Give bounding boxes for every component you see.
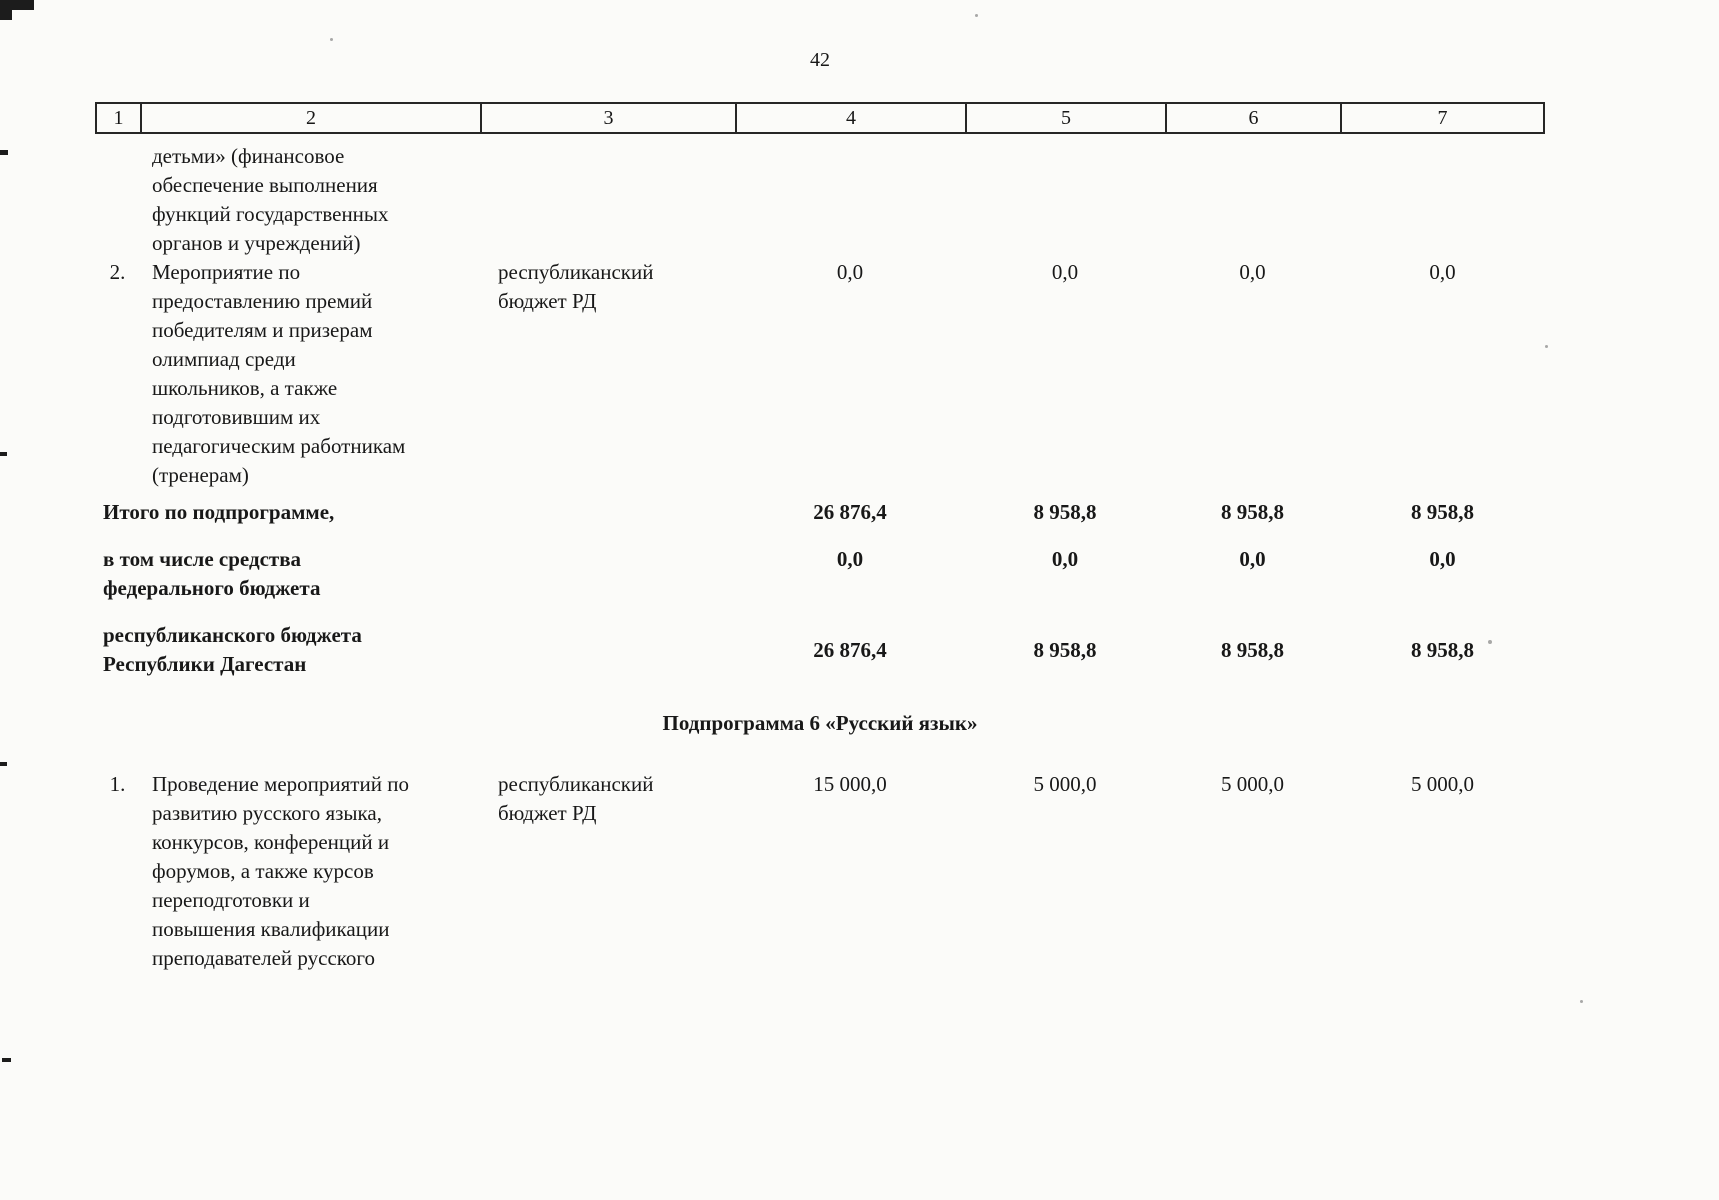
amount-cell: 15 000,0 [813,772,887,796]
amount-cell: 0,0 [1429,547,1456,571]
amount-cell: 8 958,8 [1221,637,1284,662]
header-cell-6: 6 [1167,104,1342,132]
scan-speck [975,14,978,17]
amount-cell: 5 000,0 [1221,772,1284,796]
funding-source: республиканский бюджет РД [498,772,654,825]
scan-speck [1545,345,1548,348]
row-number: 2. [109,260,126,284]
table-body: детьми» (финансовое обеспечение выполнен… [95,142,1545,973]
header-cell-4: 4 [737,104,967,132]
activity-name: детьми» (финансовое обеспечение выполнен… [152,144,389,255]
amount-cell: 0,0 [836,260,864,284]
amount-cell: 0,0 [1429,260,1456,284]
scan-speck [330,38,333,41]
header-cell-5: 5 [967,104,1167,132]
total-label: республиканского бюджета Республики Даге… [103,623,362,676]
scan-artifact [0,6,12,20]
scan-artifact [0,762,7,766]
table-row-item: 2. Мероприятие по предоставлению премий … [95,258,1545,490]
amount-cell: 8 958,8 [1221,500,1284,524]
scan-artifact [2,1058,11,1062]
row-number: 1. [109,772,126,796]
scan-artifact [0,452,7,456]
table-row-total: Итого по подпрограмме, 26 876,4 8 958,8 … [95,498,1545,527]
amount-cell: 0,0 [836,547,864,571]
amount-cell: 5 000,0 [1033,772,1097,796]
table-row-total: в том числе средства федерального бюджет… [95,545,1545,603]
amount-cell: 0,0 [1051,547,1079,571]
amount-cell: 8 958,8 [1033,500,1097,524]
funding-source: республиканский бюджет РД [498,260,654,313]
header-cell-1: 1 [97,104,142,132]
total-label: Итого по подпрограмме, [103,500,335,524]
amount-cell: 0,0 [1239,260,1266,284]
table-row-total: республиканского бюджета Республики Даге… [95,621,1545,679]
scan-artifact [0,0,34,10]
amount-cell: 5 000,0 [1411,772,1474,796]
scan-speck [1488,640,1492,644]
amount-cell: 8 958,8 [1411,500,1474,524]
activity-name: Мероприятие по предоставлению премий поб… [152,260,406,487]
header-cell-7: 7 [1437,107,1448,129]
table-header-row: 1 2 3 4 5 6 7 [95,102,1545,134]
amount-cell: 26 876,4 [813,500,887,524]
total-label: в том числе средства федерального бюджет… [103,547,321,600]
amount-cell: 0,0 [1239,547,1266,571]
activity-name: Проведение мероприятий по развитию русск… [152,772,409,970]
amount-cell: 8 958,8 [1411,637,1474,662]
amount-cell: 0,0 [1051,260,1079,284]
table-row-continuation: детьми» (финансовое обеспечение выполнен… [95,142,1545,258]
table-row-item: 1. Проведение мероприятий по развитию ру… [95,770,1545,973]
header-cell-3: 3 [482,104,737,132]
header-cell-2: 2 [142,104,482,132]
amount-cell: 26 876,4 [813,637,887,662]
amount-cell: 8 958,8 [1033,637,1097,662]
page-number: 42 [810,49,830,71]
scan-speck [1580,1000,1583,1003]
document-content: 42 1 2 3 4 5 6 7 детьми» (финансовое обе… [95,48,1545,973]
scan-artifact [0,150,8,155]
subprogram-heading: Подпрограмма 6 «Русский язык» [662,711,978,735]
